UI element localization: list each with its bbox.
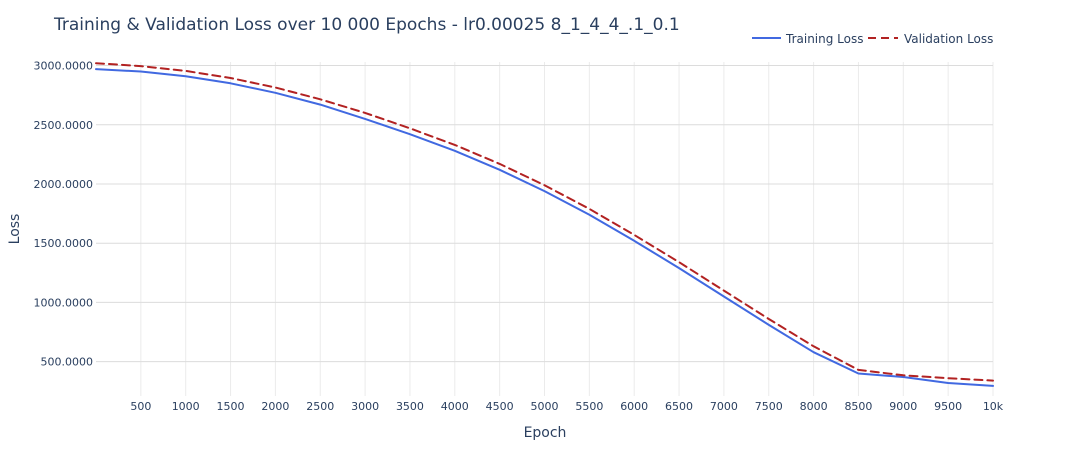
x-tick-label: 6000 <box>620 400 648 413</box>
x-tick-label: 5000 <box>531 400 559 413</box>
x-tick-label: 2500 <box>306 400 334 413</box>
series-layer <box>95 62 994 387</box>
x-tick-label: 500 <box>130 400 151 413</box>
y-tick-label: 1500.0000 <box>34 237 94 250</box>
x-tick-label: 9500 <box>934 400 962 413</box>
x-axis-label: Epoch <box>524 425 567 441</box>
x-tick-label: 6500 <box>665 400 693 413</box>
x-tick-label: 2000 <box>261 400 289 413</box>
y-tick-label: 1000.0000 <box>34 296 94 309</box>
legend-label-training-loss: Training Loss <box>785 32 863 46</box>
x-tick-label: 1000 <box>172 400 200 413</box>
y-axis-ticks: 500.0000 1000.0000 1500.0000 2000.0000 2500.… <box>34 60 94 369</box>
series-line-training-loss <box>95 68 994 387</box>
x-tick-label: 8000 <box>800 400 828 413</box>
x-tick-label: 7500 <box>755 400 783 413</box>
y-axis-label: Loss <box>7 214 23 245</box>
chart-title: Training & Validation Loss over 10 000 E… <box>53 15 680 35</box>
series-line-validation-loss <box>95 62 994 382</box>
x-tick-label: 8500 <box>844 400 872 413</box>
y-tick-label: 500.0000 <box>41 356 94 369</box>
legend-label-validation-loss: Validation Loss <box>904 32 993 46</box>
x-tick-label: 4500 <box>486 400 514 413</box>
x-tick-label: 7000 <box>710 400 738 413</box>
x-tick-label: 10k <box>983 400 1004 413</box>
x-tick-label: 9000 <box>889 400 917 413</box>
legend: Training Loss Validation Loss <box>752 32 993 46</box>
y-tick-label: 3000.0000 <box>34 60 94 73</box>
x-axis-ticks: 500 1000 1500 2000 2500 3000 3500 4000 4500 5000 5… <box>130 400 1003 413</box>
x-tick-label: 5500 <box>575 400 603 413</box>
x-tick-label: 1500 <box>217 400 245 413</box>
y-tick-label: 2000.0000 <box>34 178 94 191</box>
x-tick-label: 3000 <box>351 400 379 413</box>
x-tick-label: 3500 <box>396 400 424 413</box>
x-tick-label: 4000 <box>441 400 469 413</box>
y-tick-label: 2500.0000 <box>34 119 94 132</box>
grid-layer <box>96 62 994 396</box>
